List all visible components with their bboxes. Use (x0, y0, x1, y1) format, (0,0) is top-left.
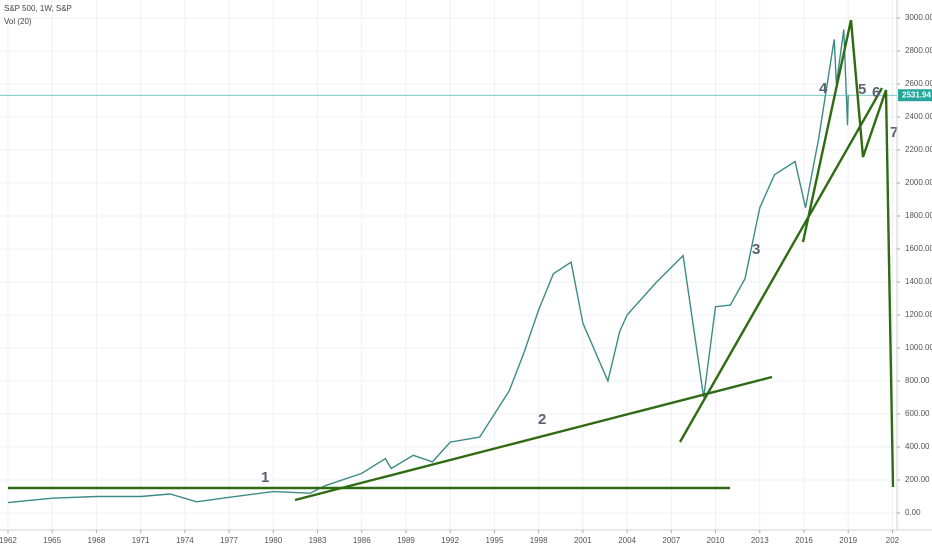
axes: 0.00 200.00 400.00 600.00 800.00 1000.00 1200.… (0, 13, 932, 545)
x-tick-label: 1965 (43, 536, 61, 545)
y-tick-label: 800.00 (905, 376, 930, 385)
y-tick-label: 2200.00 (905, 145, 932, 154)
wave-label: 3 (752, 241, 760, 258)
price-line (7, 29, 849, 504)
x-tick-label: 1962 (0, 536, 17, 545)
x-tick-label: 2019 (839, 536, 857, 545)
y-tick-label: 2400.00 (905, 112, 932, 121)
x-tick-label: 2010 (707, 536, 725, 545)
x-tick-label: 1977 (220, 536, 238, 545)
last-price-label: 2531.94 (902, 90, 931, 99)
plot (0, 29, 897, 504)
x-tick-label: 1974 (176, 536, 194, 545)
y-tick-label: 200.00 (905, 475, 930, 484)
wave-label: 2 (538, 411, 546, 428)
wave-label: 4 (819, 80, 828, 97)
x-tick-label: 1989 (397, 536, 415, 545)
y-tick-label: 1000.00 (905, 343, 932, 352)
grid (0, 0, 897, 530)
x-tick-label: 1971 (132, 536, 150, 545)
wave-label: 6 (872, 84, 880, 101)
wave-label: 5 (858, 81, 866, 98)
last-price-box (898, 89, 932, 102)
x-tick-label: 1986 (353, 536, 371, 545)
chart-title: S&P 500, 1W, S&P (4, 4, 72, 13)
y-tick-label: 1600.00 (905, 244, 932, 253)
x-tick-label: 2016 (795, 536, 813, 545)
y-tick-label: 1400.00 (905, 277, 932, 286)
chart-subtitle: Vol (20) (4, 17, 32, 26)
y-tick-label: 400.00 (905, 442, 930, 451)
trend-line (678, 87, 884, 443)
y-tick-label: 1800.00 (905, 211, 932, 220)
y-tick-label: 600.00 (905, 409, 930, 418)
y-tick-label: 1200.00 (905, 310, 932, 319)
x-tick-label: 1992 (441, 536, 459, 545)
trend-lines (8, 19, 895, 502)
x-tick-label: 2001 (574, 536, 592, 545)
y-tick-label: 2000.00 (905, 178, 932, 187)
x-tick-label: 1968 (88, 536, 106, 545)
y-tick-label: 2800.00 (905, 46, 932, 55)
wave-label: 1 (261, 469, 269, 486)
x-tick-label: 2004 (618, 536, 636, 545)
x-tick-label: 1983 (309, 536, 327, 545)
x-tick-label: 202 (886, 536, 900, 545)
x-tick-label: 1980 (264, 536, 282, 545)
y-tick-label: 3000.00 (905, 13, 932, 22)
wave-label: 7 (890, 124, 898, 141)
y-tick-label: 2600.00 (905, 79, 932, 88)
trend-line (849, 19, 895, 488)
y-tick-label: 0.00 (905, 508, 921, 517)
trend-line (294, 375, 773, 502)
x-tick-label: 1995 (486, 536, 504, 545)
x-tick-label: 2007 (662, 536, 680, 545)
x-tick-label: 1998 (530, 536, 548, 545)
x-tick-label: 2013 (751, 536, 769, 545)
trend-line (801, 19, 853, 243)
